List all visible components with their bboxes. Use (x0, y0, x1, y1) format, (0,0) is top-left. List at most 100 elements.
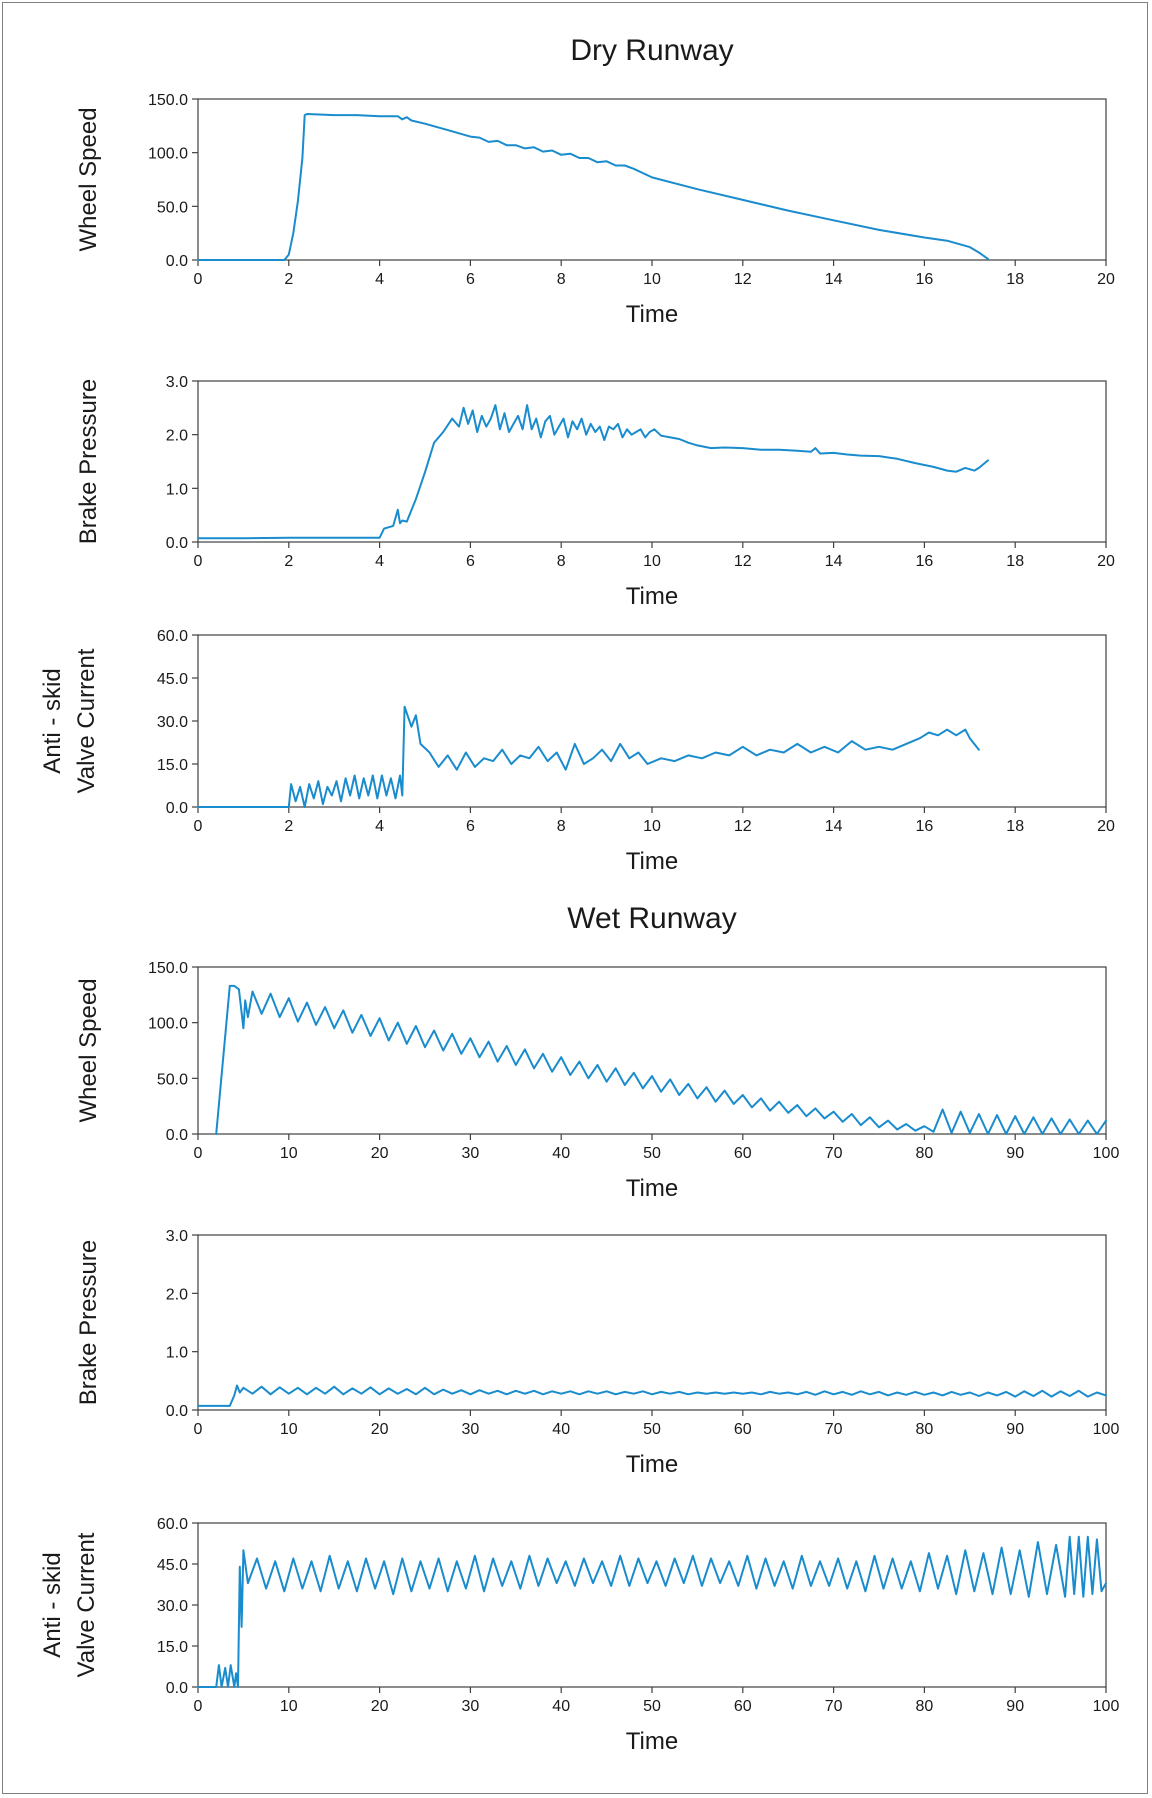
series-line-0 (215, 984, 1107, 1135)
y-tick-label: 3.0 (166, 374, 188, 391)
y-tick-label: 100.0 (148, 146, 188, 163)
x-tick-label: 100 (1093, 1145, 1120, 1162)
chart-panel-2: 0 2 4 6 8 10 12 14 16 18 20 0.0 15.0 30.0 45.0 60.0 Time… (39, 628, 1115, 875)
x-tick-label: 90 (1006, 1698, 1024, 1715)
x-axis-label: Time (626, 848, 678, 875)
plot-area (197, 1522, 1107, 1688)
y-tick-label: 150.0 (148, 92, 188, 109)
y-tick-label: 100.0 (148, 1016, 188, 1033)
plot-area (197, 966, 1107, 1135)
y-tick-label: 0.0 (166, 800, 188, 817)
x-tick-label: 80 (916, 1421, 934, 1438)
y-tick-label: 3.0 (166, 1228, 188, 1245)
y-axis-label: Wheel Speed (75, 978, 102, 1122)
x-tick-label: 18 (1006, 818, 1024, 835)
x-tick-label: 8 (557, 818, 566, 835)
x-tick-label: 10 (280, 1421, 298, 1438)
x-tick-label: 12 (734, 818, 752, 835)
x-tick-label: 6 (466, 553, 475, 570)
chart-panel-3: 0 10 20 30 40 50 60 70 80 90 100 0.0 50.0 100.0 150.0 T… (75, 960, 1119, 1202)
x-tick-label: 6 (466, 818, 475, 835)
y-tick-label: 0.0 (166, 1127, 188, 1144)
plot-area (197, 634, 1107, 808)
x-tick-label: 16 (916, 271, 934, 288)
x-tick-label: 10 (280, 1698, 298, 1715)
y-tick-label: 30.0 (157, 1598, 188, 1615)
x-tick-label: 20 (1097, 271, 1115, 288)
chart-panel-5: 0 10 20 30 40 50 60 70 80 90 100 0.0 15.0 30.0 45.0 60.… (39, 1516, 1119, 1755)
x-tick-label: 2 (284, 553, 293, 570)
y-tick-label: 2.0 (166, 428, 188, 445)
y-tick-label: 0.0 (166, 1680, 188, 1697)
x-tick-label: 10 (280, 1145, 298, 1162)
y-axis-label: Anti - skid (39, 1552, 66, 1657)
x-tick-label: 0 (194, 1145, 203, 1162)
x-tick-label: 70 (825, 1421, 843, 1438)
chart-panel-0: 0 2 4 6 8 10 12 14 16 18 20 0.0 50.0 100.0 150.0 Time Wh… (75, 92, 1115, 328)
x-tick-label: 4 (375, 553, 384, 570)
x-tick-label: 40 (552, 1145, 570, 1162)
x-tick-label: 2 (284, 271, 293, 288)
x-axis-label: Time (626, 301, 678, 328)
y-tick-label: 50.0 (157, 199, 188, 216)
y-axis-label: Wheel Speed (75, 107, 102, 251)
y-tick-label: 0.0 (166, 253, 188, 270)
x-axis-label: Time (626, 1175, 678, 1202)
chart-panel-4: 0 10 20 30 40 50 60 70 80 90 100 0.0 1.0 2.0 3.0 Time Br… (75, 1228, 1119, 1478)
y-tick-label: 0.0 (166, 535, 188, 552)
x-tick-label: 10 (643, 818, 661, 835)
y-tick-label: 1.0 (166, 481, 188, 498)
x-tick-label: 18 (1006, 271, 1024, 288)
chart-panel-1: 0 2 4 6 8 10 12 14 16 18 20 0.0 1.0 2.0 3.0 Time Brake P… (75, 374, 1115, 610)
x-tick-label: 90 (1006, 1421, 1024, 1438)
x-tick-label: 14 (825, 271, 843, 288)
x-tick-label: 20 (1097, 553, 1115, 570)
x-tick-label: 80 (916, 1145, 934, 1162)
plot-area (197, 98, 1107, 261)
x-axis-label: Time (626, 583, 678, 610)
x-tick-label: 40 (552, 1421, 570, 1438)
x-tick-label: 4 (375, 271, 384, 288)
x-tick-label: 16 (916, 818, 934, 835)
x-tick-label: 8 (557, 271, 566, 288)
series-line-0 (197, 705, 980, 808)
x-tick-label: 20 (1097, 818, 1115, 835)
y-axis-label: Anti - skid (39, 668, 66, 773)
x-tick-label: 0 (194, 818, 203, 835)
x-tick-label: 80 (916, 1698, 934, 1715)
y-tick-label: 15.0 (157, 757, 188, 774)
x-tick-label: 50 (643, 1698, 661, 1715)
y-tick-label: 15.0 (157, 1639, 188, 1656)
x-tick-label: 60 (734, 1698, 752, 1715)
y-axis-label: Brake Pressure (75, 379, 102, 544)
x-tick-label: 100 (1093, 1698, 1120, 1715)
x-axis-label: Time (626, 1728, 678, 1755)
x-tick-label: 40 (552, 1698, 570, 1715)
x-tick-label: 0 (194, 271, 203, 288)
y-axis-label: Valve Current (73, 1532, 100, 1677)
x-tick-label: 0 (194, 1421, 203, 1438)
x-tick-label: 20 (371, 1698, 389, 1715)
series-line-0 (197, 113, 989, 261)
x-tick-label: 50 (643, 1421, 661, 1438)
x-tick-label: 4 (375, 818, 384, 835)
y-tick-label: 45.0 (157, 671, 188, 688)
y-axis-label: Brake Pressure (75, 1240, 102, 1405)
y-tick-label: 0.0 (166, 1403, 188, 1420)
x-tick-label: 60 (734, 1145, 752, 1162)
x-tick-label: 100 (1093, 1421, 1120, 1438)
plot-area (197, 1234, 1107, 1411)
y-axis-label: Valve Current (73, 648, 100, 793)
x-tick-label: 30 (462, 1145, 480, 1162)
series-line-0 (197, 404, 989, 540)
series-line-0 (197, 1535, 1107, 1688)
x-tick-label: 70 (825, 1145, 843, 1162)
series-line-0 (197, 1384, 1107, 1407)
x-tick-label: 2 (284, 818, 293, 835)
x-tick-label: 12 (734, 553, 752, 570)
x-tick-label: 14 (825, 553, 843, 570)
y-tick-label: 1.0 (166, 1345, 188, 1362)
section-title: Wet Runway (567, 902, 737, 935)
x-tick-label: 16 (916, 553, 934, 570)
